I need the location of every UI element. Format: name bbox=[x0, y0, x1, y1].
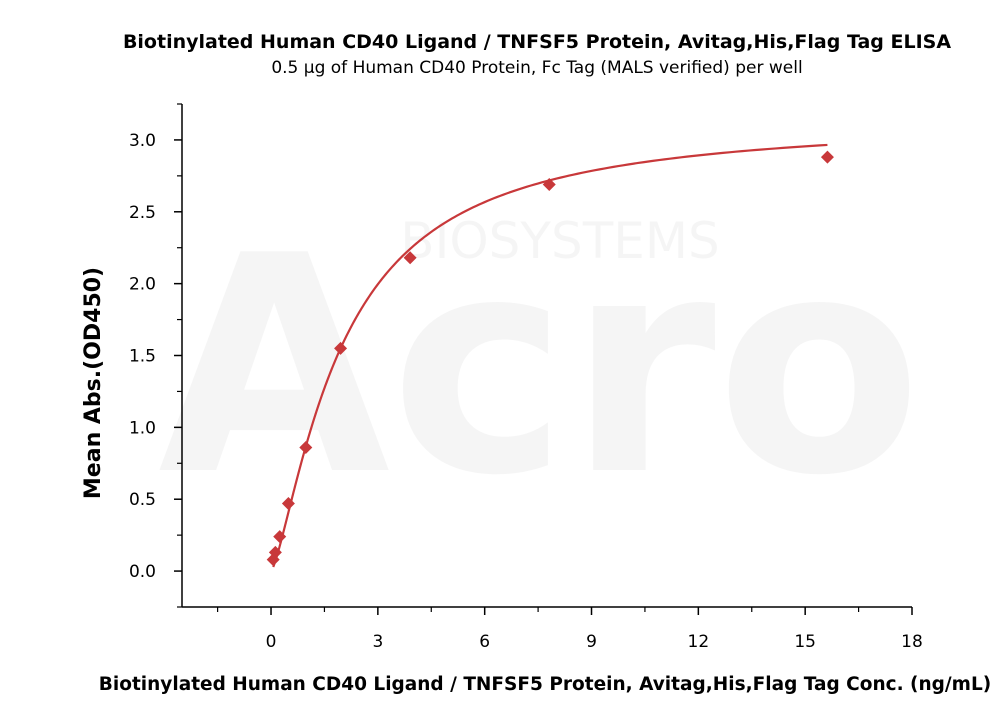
data-point bbox=[334, 341, 348, 355]
x-ticks: 0 3 6 9 12 15 18 bbox=[217, 607, 923, 652]
x-tick-label: 3 bbox=[372, 632, 383, 652]
data-point bbox=[299, 440, 313, 454]
axes: 0.0 0.5 1.0 1.5 2.0 2.5 3.0 0 3 6 9 12 15 18 bbox=[129, 103, 923, 652]
x-tick-label: 6 bbox=[479, 632, 490, 652]
data-point bbox=[403, 251, 417, 265]
watermark: BIOSYSTEMS Acro bbox=[158, 192, 922, 541]
y-axis-title: Mean Abs.(OD450) bbox=[81, 267, 106, 499]
y-tick-label: 0.0 bbox=[129, 562, 156, 582]
data-point bbox=[268, 545, 282, 559]
chart-subtitle: 0.5 μg of Human CD40 Protein, Fc Tag (MA… bbox=[271, 58, 802, 78]
x-tick-label: 15 bbox=[794, 632, 816, 652]
data-point bbox=[281, 497, 295, 511]
y-tick-label: 0.5 bbox=[129, 490, 156, 510]
chart-title: Biotinylated Human CD40 Ligand / TNFSF5 … bbox=[123, 31, 951, 53]
data-point bbox=[273, 530, 287, 544]
y-tick-label: 1.5 bbox=[129, 347, 156, 367]
x-axis-title: Biotinylated Human CD40 Ligand / TNFSF5 … bbox=[99, 674, 991, 695]
y-tick-label: 2.0 bbox=[129, 275, 156, 295]
x-tick-label: 18 bbox=[901, 632, 923, 652]
x-tick-label: 12 bbox=[688, 632, 710, 652]
data-points bbox=[266, 150, 834, 567]
data-point bbox=[542, 177, 556, 191]
y-tick-label: 3.0 bbox=[129, 131, 156, 151]
y-tick-label: 2.5 bbox=[129, 203, 156, 223]
x-tick-label: 9 bbox=[586, 632, 597, 652]
x-tick-label: 0 bbox=[266, 632, 277, 652]
watermark-main: Acro bbox=[158, 192, 922, 541]
y-ticks: 0.0 0.5 1.0 1.5 2.0 2.5 3.0 bbox=[129, 103, 182, 608]
data-point bbox=[820, 150, 834, 164]
y-tick-label: 1.0 bbox=[129, 418, 156, 438]
